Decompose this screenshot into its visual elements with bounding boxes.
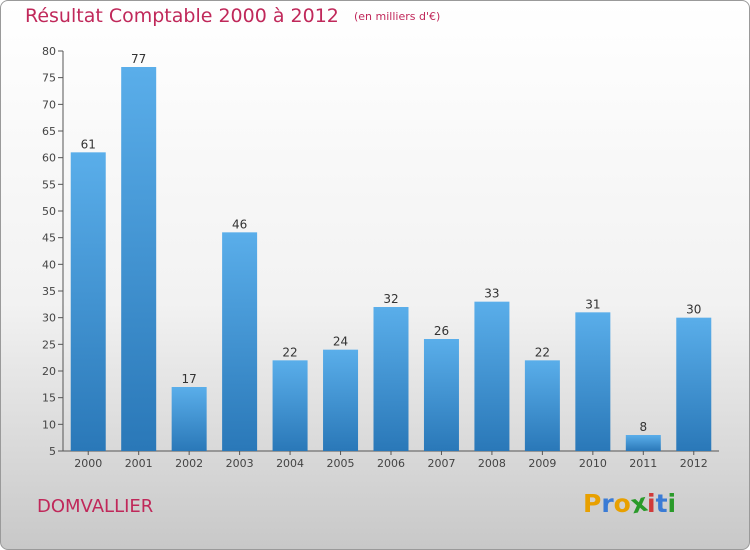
x-tick-label: 2008 — [478, 457, 506, 470]
x-tick-label: 2012 — [680, 457, 708, 470]
x-tick-label: 2002 — [175, 457, 203, 470]
y-tick-label: 35 — [42, 285, 56, 298]
logo-letter: P — [583, 489, 602, 518]
bar-value-label: 22 — [282, 345, 297, 359]
bar — [625, 435, 661, 451]
bar — [474, 301, 510, 451]
bar — [676, 317, 712, 451]
x-tick-label: 2001 — [125, 457, 153, 470]
bar — [524, 360, 560, 451]
y-tick-label: 10 — [42, 418, 56, 431]
bar-value-label: 30 — [686, 303, 701, 317]
y-tick-label: 70 — [42, 98, 56, 111]
commune-name: DOMVALLIER — [37, 496, 154, 517]
y-tick-label: 20 — [42, 365, 56, 378]
y-tick-label: 55 — [42, 178, 56, 191]
x-tick-label: 2000 — [74, 457, 102, 470]
y-tick-label: 25 — [42, 338, 56, 351]
bar-value-label: 46 — [232, 217, 247, 231]
y-tick-label: 65 — [42, 125, 56, 138]
x-axis: 2000 2001 2002 2003 2004 2005 2006 2007 2008 2009… — [63, 450, 719, 470]
y-tick-label: 5 — [49, 445, 56, 458]
x-tick-label: 2007 — [427, 457, 455, 470]
bar — [171, 387, 207, 451]
bar-value-label: 77 — [131, 52, 146, 66]
y-tick-label: 80 — [42, 45, 56, 58]
y-tick-label: 75 — [42, 72, 56, 85]
bar — [222, 232, 258, 451]
bar-value-label: 31 — [585, 297, 600, 311]
logo-letter: t — [655, 489, 668, 518]
bar — [323, 349, 359, 451]
bar — [121, 67, 157, 451]
x-tick-label: 2004 — [276, 457, 304, 470]
y-tick-label: 15 — [42, 392, 56, 405]
bar-value-label: 22 — [535, 345, 550, 359]
logo-letter: i — [647, 489, 656, 518]
logo-letter: o — [613, 489, 631, 518]
bar — [70, 152, 106, 452]
y-tick-label: 45 — [42, 232, 56, 245]
bar-value-label: 24 — [333, 335, 348, 349]
logo-letter: i — [667, 489, 677, 518]
y-tick-label: 50 — [42, 205, 56, 218]
chart-title: Résultat Comptable 2000 à 2012 — [25, 5, 339, 27]
bar-value-label: 61 — [81, 137, 96, 151]
bar — [423, 339, 459, 451]
bar-value-label: 32 — [383, 292, 398, 306]
chart-title-block: Résultat Comptable 2000 à 2012 (en milli… — [25, 5, 440, 27]
bar — [373, 307, 409, 451]
bar-value-label: 17 — [182, 372, 197, 386]
bar — [575, 312, 611, 451]
chart-unit: (en milliers d'€) — [353, 10, 441, 23]
bar-value-label: 26 — [434, 324, 449, 338]
y-tick-label: 30 — [42, 312, 56, 325]
logo-letter: r — [601, 489, 614, 518]
x-tick-label: 2010 — [579, 457, 607, 470]
x-tick-label: 2009 — [528, 457, 556, 470]
x-tick-label: 2005 — [327, 457, 355, 470]
proxiti-logo[interactable]: Proxiti — [583, 488, 677, 520]
y-tick-label: 40 — [42, 258, 56, 271]
x-tick-label: 2006 — [377, 457, 405, 470]
data-labels: 61 77 17 46 22 24 32 26 33 22 31 8 30 — [81, 52, 702, 434]
bar-series — [70, 67, 712, 452]
bar-value-label: 33 — [484, 287, 499, 301]
x-tick-label: 2011 — [629, 457, 657, 470]
bar — [272, 360, 308, 451]
x-tick-label: 2003 — [226, 457, 254, 470]
y-axis: 5 10 15 20 25 30 35 40 45 50 55 60 65 70 75 80 — [42, 45, 64, 458]
y-tick-label: 60 — [42, 152, 56, 165]
bar-value-label: 8 — [639, 420, 647, 434]
